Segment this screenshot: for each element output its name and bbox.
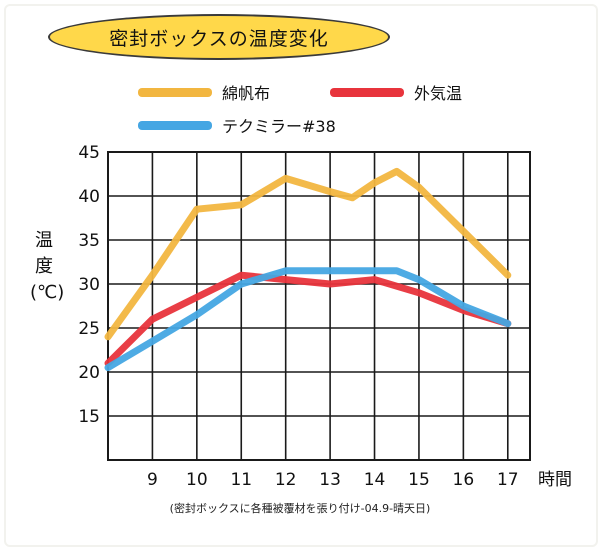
x-tick-label: 12 [275, 470, 297, 490]
x-tick-label: 15 [408, 470, 430, 490]
series-line-2 [104, 267, 512, 372]
chart-title: 密封ボックスの温度変化 [48, 14, 390, 60]
y-tick-label: 30 [78, 275, 100, 295]
y-tick-label: 35 [78, 231, 100, 251]
legend-swatch-outside-temp [330, 87, 404, 97]
y-tick-label: 20 [78, 363, 100, 383]
legend-item-cotton-canvas: 綿帆布 [138, 80, 270, 104]
legend-item-tekumirror: テクミラー#38 [138, 113, 336, 137]
x-tick-label: 10 [186, 470, 208, 490]
x-tick-label: 9 [147, 470, 158, 490]
y-axis-label: 温度 (℃) [30, 230, 65, 303]
legend-label-cotton-canvas: 綿帆布 [222, 84, 271, 103]
y-tick-label: 15 [78, 407, 100, 427]
legend-swatch-cotton-canvas [138, 87, 212, 97]
chart-note: (密封ボックスに各種被覆材を張り付け-04.9-晴天日) [169, 502, 431, 515]
series-line-1 [104, 271, 512, 367]
x-tick-label: 16 [453, 470, 475, 490]
y-tick-label: 45 [78, 143, 100, 163]
legend-swatch-tekumirror [138, 120, 212, 130]
x-tick-label: 11 [230, 470, 252, 490]
legend-label-outside-temp: 外気温 [414, 84, 463, 103]
y-tick-label: 25 [78, 319, 100, 339]
legend-label-tekumirror: テクミラー#38 [222, 117, 336, 136]
y-tick-label: 40 [78, 187, 100, 207]
legend-item-outside-temp: 外気温 [330, 80, 462, 104]
x-tick-label: 13 [319, 470, 341, 490]
series-line-0 [104, 167, 512, 341]
x-tick-label: 14 [364, 470, 386, 490]
x-tick-label: 17 [497, 470, 519, 490]
x-axis-label: 時間 [538, 470, 572, 490]
